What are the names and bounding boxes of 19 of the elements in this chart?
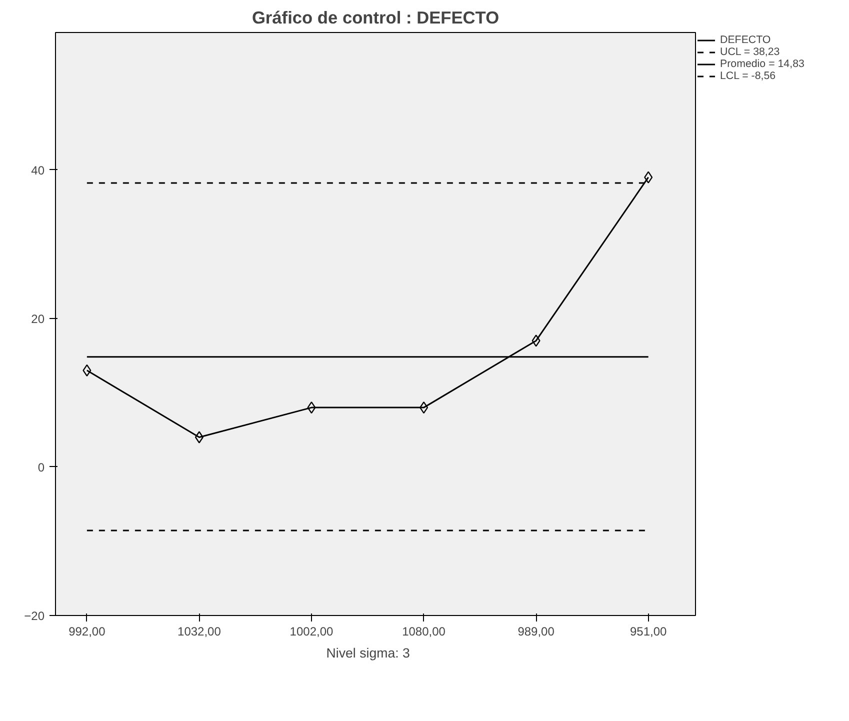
x-tick-label: 1002,00: [290, 624, 334, 638]
x-tick-label: 989,00: [518, 624, 555, 638]
legend-label: DEFECTO: [720, 34, 771, 46]
y-tick-label: 40: [31, 163, 45, 178]
legend-label: LCL = -8,56: [720, 70, 776, 82]
x-tick-label: 1080,00: [402, 624, 446, 638]
x-tick-label: 951,00: [630, 624, 668, 638]
point: [644, 171, 653, 184]
point: [532, 334, 540, 347]
y-tick-label: 0: [38, 460, 45, 474]
point: [194, 431, 204, 444]
y-tick-label: −20: [24, 609, 45, 623]
x-tick-label: 992,00: [68, 624, 106, 638]
x-tick-label: 1032,00: [178, 624, 222, 638]
legend-label: UCL = 38,23: [720, 46, 780, 58]
chart-title: Gráfico de control : DEFECTO: [252, 8, 500, 28]
y-tick-label: 20: [31, 312, 45, 326]
legend-label: Promedio = 14,83: [720, 58, 804, 70]
text: Nivel sigma: 3: [326, 646, 410, 660]
